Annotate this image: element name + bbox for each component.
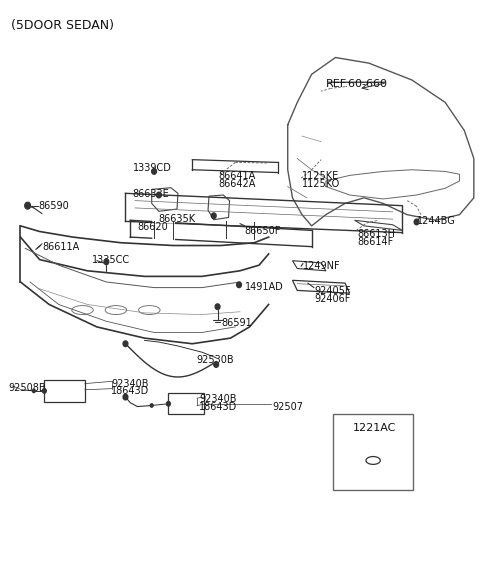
Text: 86620: 86620 xyxy=(137,222,168,232)
Text: 1125KO: 1125KO xyxy=(302,179,340,190)
Circle shape xyxy=(123,341,128,346)
Text: 92406F: 92406F xyxy=(314,294,350,305)
Text: 86635K: 86635K xyxy=(159,214,196,223)
Text: 92340B: 92340B xyxy=(111,378,149,389)
Circle shape xyxy=(150,404,153,407)
Text: 86614F: 86614F xyxy=(357,237,393,247)
Circle shape xyxy=(104,259,109,265)
Text: 1491AD: 1491AD xyxy=(245,282,284,292)
Text: 1339CD: 1339CD xyxy=(132,163,171,173)
Circle shape xyxy=(42,389,46,393)
Circle shape xyxy=(237,282,241,288)
Bar xyxy=(44,380,85,402)
Text: 92508B: 92508B xyxy=(9,383,46,393)
Text: 86642A: 86642A xyxy=(218,179,256,190)
Text: (5DOOR SEDAN): (5DOOR SEDAN) xyxy=(11,19,114,32)
Circle shape xyxy=(211,213,216,219)
Bar xyxy=(333,414,413,490)
Text: 86611A: 86611A xyxy=(42,241,79,252)
Text: 86613H: 86613H xyxy=(357,229,395,239)
Text: 86650F: 86650F xyxy=(245,226,281,236)
Circle shape xyxy=(123,394,128,400)
Text: 92340B: 92340B xyxy=(199,394,237,404)
Text: REF.60-660: REF.60-660 xyxy=(326,79,388,89)
Circle shape xyxy=(33,389,35,393)
Text: 92530B: 92530B xyxy=(196,355,234,365)
Circle shape xyxy=(156,192,161,198)
Text: 1221AC: 1221AC xyxy=(353,424,396,433)
Text: 86590: 86590 xyxy=(38,201,70,211)
Text: 86641A: 86641A xyxy=(218,171,256,182)
Circle shape xyxy=(215,304,220,310)
Circle shape xyxy=(214,362,218,367)
Text: 92507: 92507 xyxy=(273,402,303,412)
Text: 1335CC: 1335CC xyxy=(92,255,130,265)
Text: 92405F: 92405F xyxy=(314,287,350,297)
Circle shape xyxy=(414,219,419,225)
Text: 18643D: 18643D xyxy=(199,402,238,412)
Text: 86591: 86591 xyxy=(221,319,252,328)
Text: 86633E: 86633E xyxy=(132,190,169,200)
Bar xyxy=(168,393,204,415)
Circle shape xyxy=(152,169,156,174)
Text: 1244BG: 1244BG xyxy=(417,216,456,226)
Circle shape xyxy=(25,202,31,209)
Circle shape xyxy=(167,402,170,406)
Text: 1249NF: 1249NF xyxy=(303,261,341,271)
Text: 1125KE: 1125KE xyxy=(302,171,339,182)
Text: 18643D: 18643D xyxy=(111,386,149,396)
